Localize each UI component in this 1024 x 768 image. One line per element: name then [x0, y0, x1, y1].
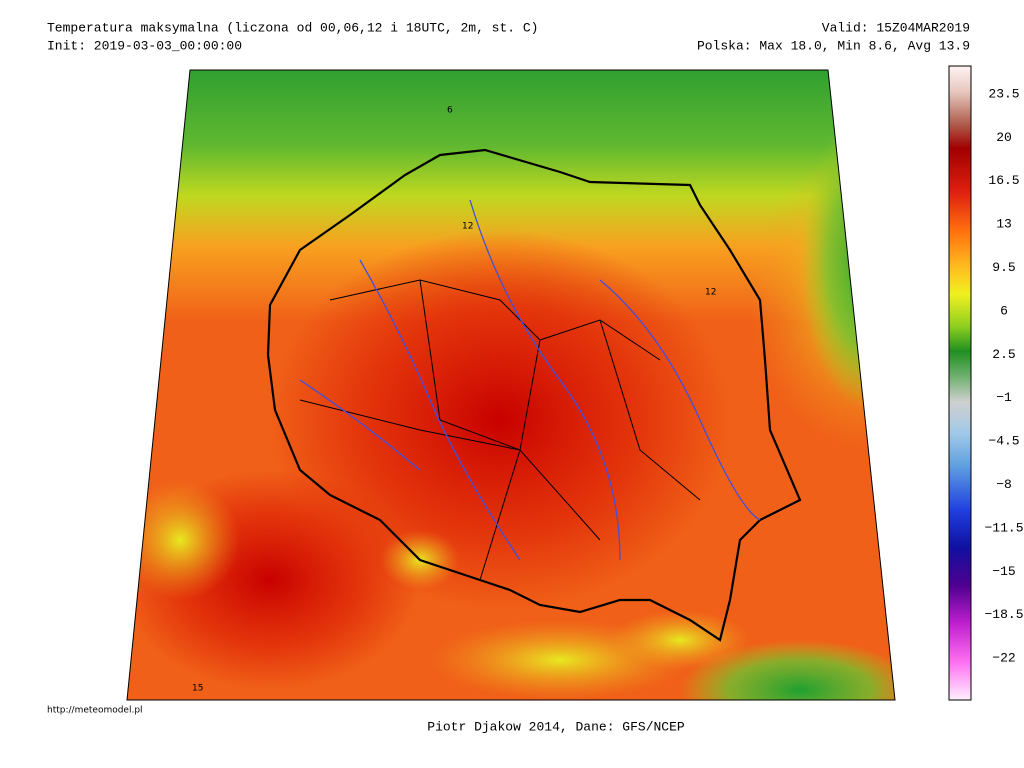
- colorbar-label: 6: [1000, 303, 1008, 318]
- colorbar-label: −1: [996, 390, 1012, 405]
- map-frame: [126, 69, 896, 701]
- credit: Piotr Djakow 2014, Dane: GFS/NCEP: [427, 719, 685, 734]
- colorbar: [948, 65, 972, 701]
- source-url: http://meteomodel.pl: [47, 706, 143, 716]
- colorbar-label: −4.5: [988, 434, 1019, 449]
- colorbar-label: −15: [992, 564, 1015, 579]
- colorbar-label: −8: [996, 477, 1012, 492]
- colorbar-label: 23.5: [988, 86, 1019, 101]
- contour-label: 12: [462, 222, 473, 232]
- colorbar-label: 9.5: [992, 260, 1015, 275]
- title: Temperatura maksymalna (liczona od 00,06…: [47, 20, 538, 35]
- valid-time: Valid: 15Z04MAR2019: [822, 20, 970, 35]
- init-time: Init: 2019-03-03_00:00:00: [47, 38, 242, 53]
- contour-label: 6: [447, 106, 453, 116]
- contour-label: 15: [192, 684, 203, 694]
- temperature-field: [127, 70, 895, 700]
- colorbar-label: 16.5: [988, 173, 1019, 188]
- colorbar-label: −22: [992, 651, 1015, 666]
- rivers: [299, 199, 761, 561]
- colorbar-label: 20: [996, 130, 1012, 145]
- country-border: [266, 148, 802, 642]
- stats: Polska: Max 18.0, Min 8.6, Avg 13.9: [697, 38, 970, 53]
- colorbar-label: 2.5: [992, 347, 1015, 362]
- colorbar-label: −18.5: [984, 607, 1023, 622]
- colorbar-label: −11.5: [984, 520, 1023, 535]
- contour-label: 12: [705, 288, 716, 298]
- colorbar-labels: 23.5 20 16.5 13 9.5 6 2.5 −1 −4.5 −8 −11.5 −15 −18.5…: [984, 86, 1023, 665]
- region-borders: [299, 279, 701, 581]
- colorbar-label: 13: [996, 217, 1012, 232]
